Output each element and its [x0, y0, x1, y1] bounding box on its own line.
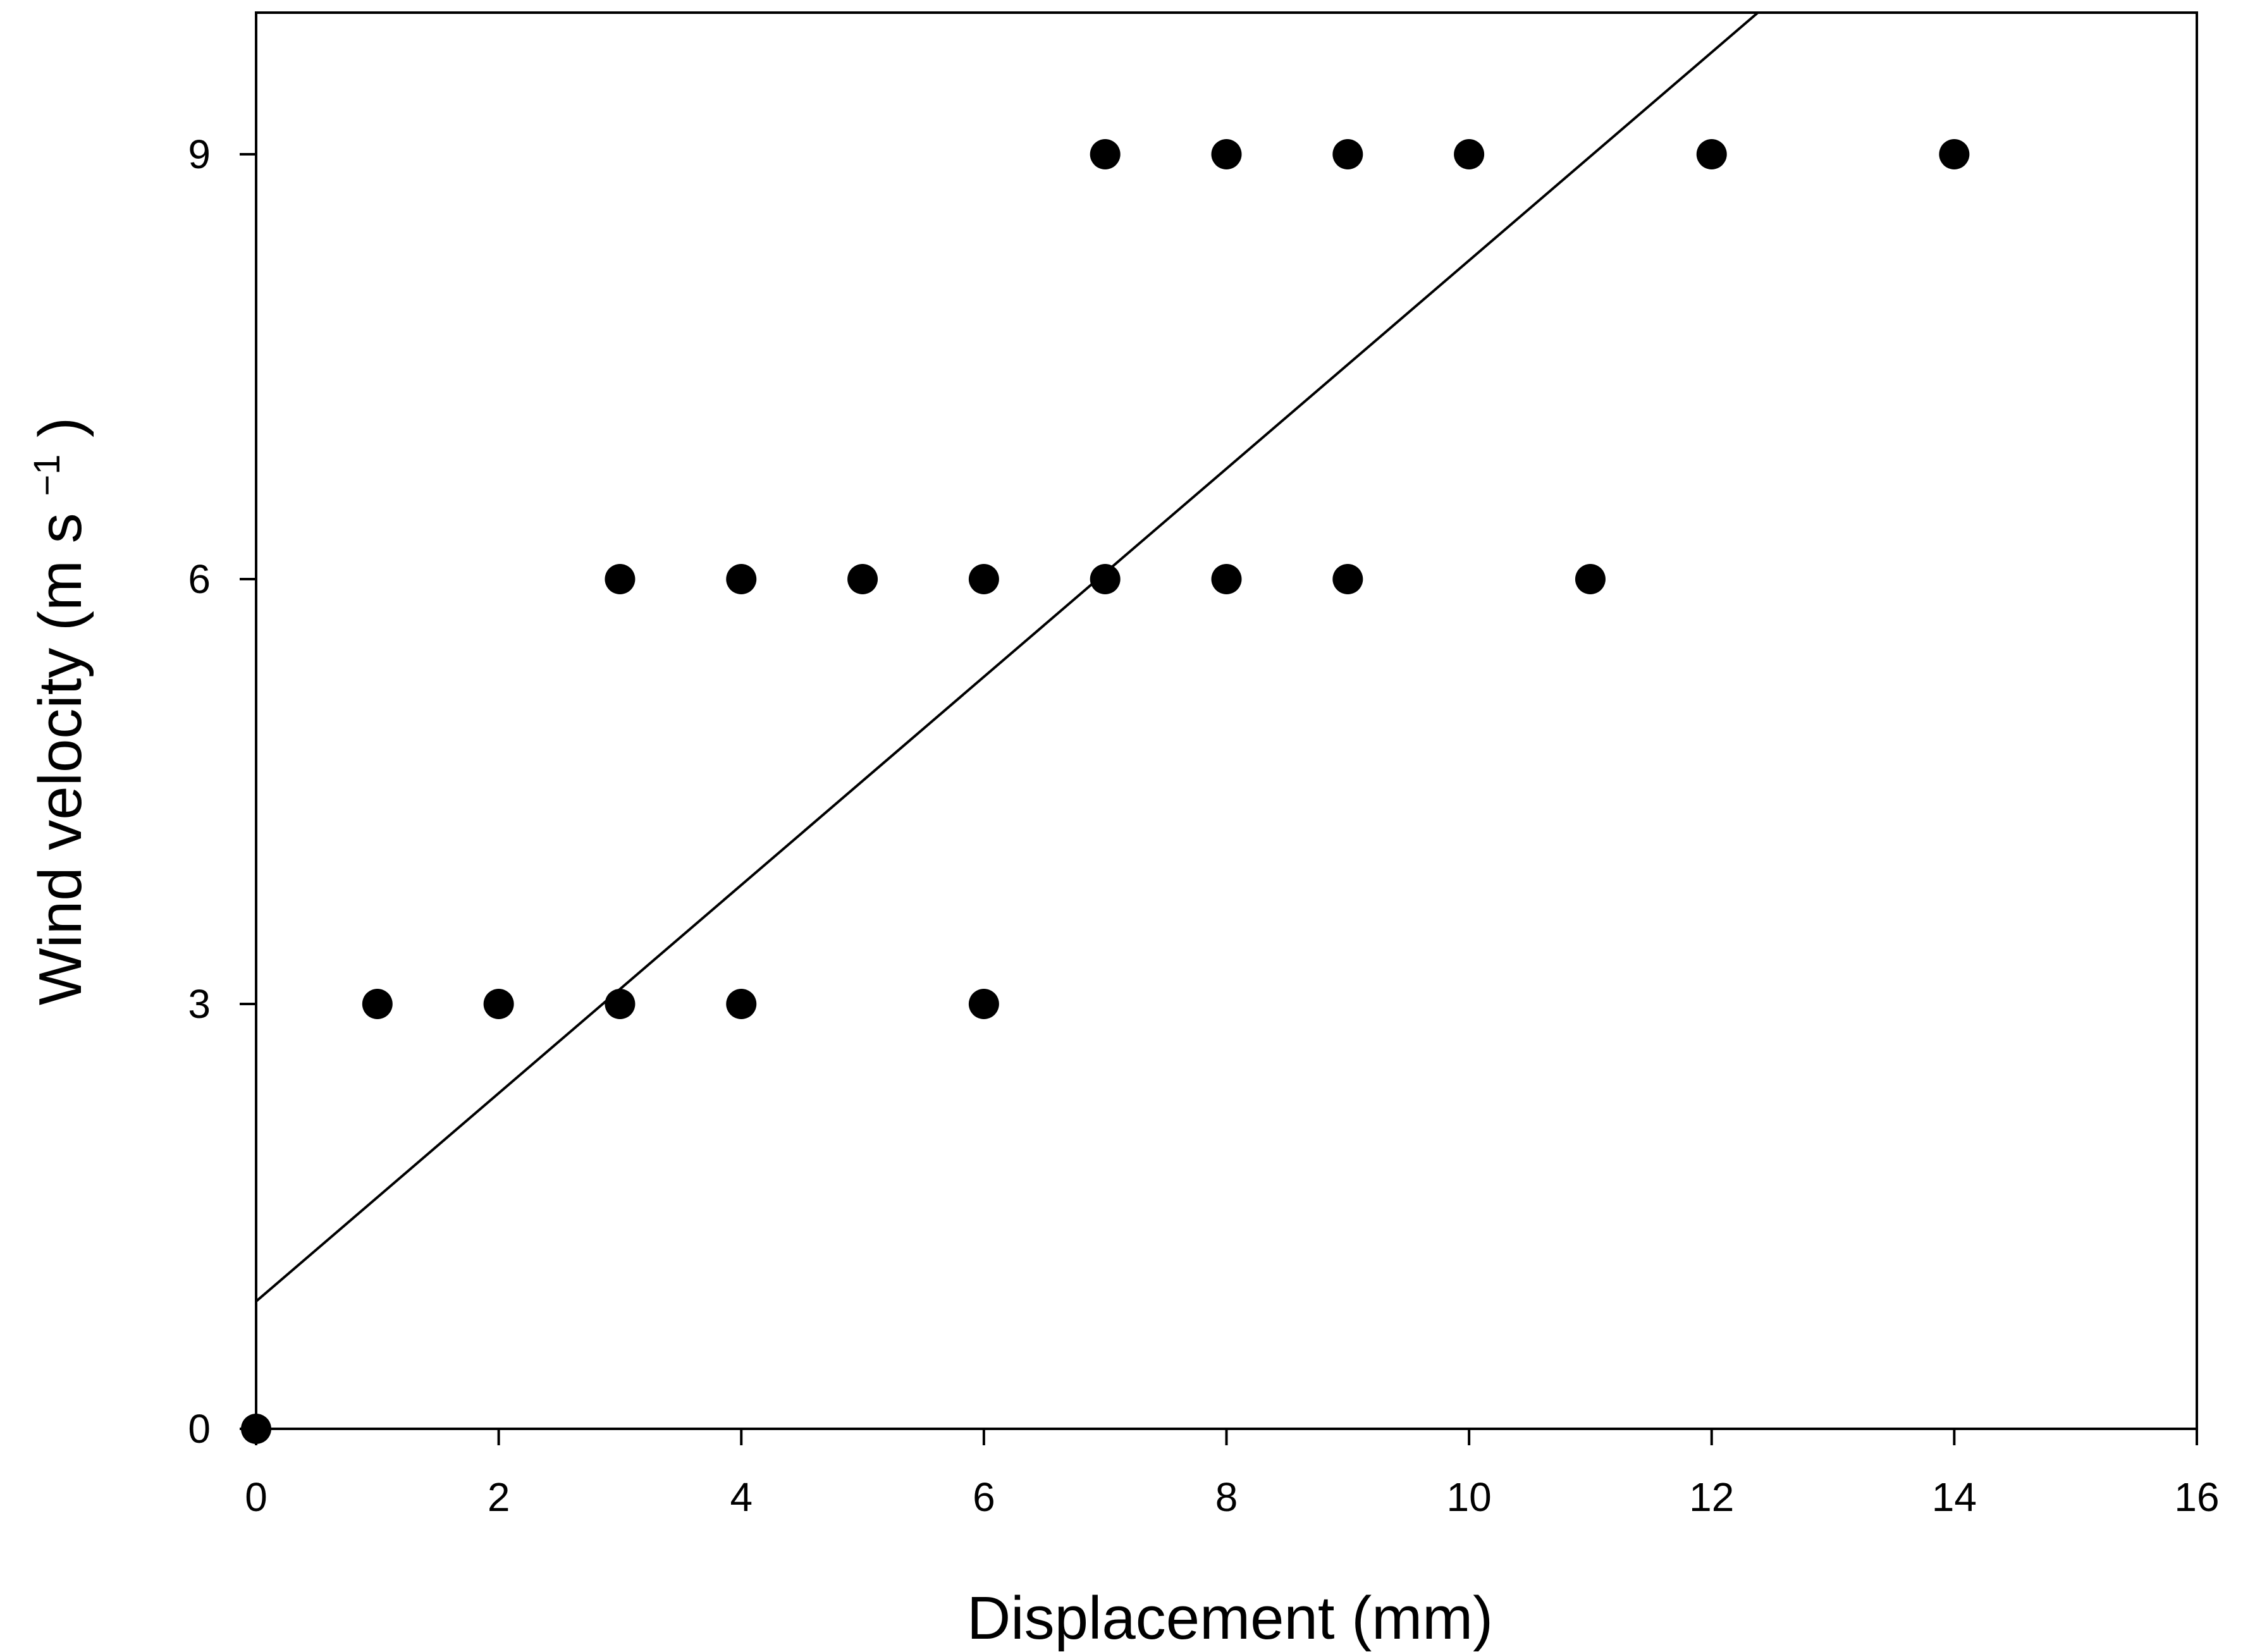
data-point [1090, 139, 1121, 169]
data-points-group [241, 139, 1970, 1444]
data-point [1211, 564, 1242, 594]
y-axis-title-main: Wind velocity (m s [27, 513, 94, 1005]
x-tick-label: 14 [1932, 1474, 1977, 1520]
data-point [483, 989, 514, 1019]
data-point [968, 989, 999, 1019]
y-tick-label: 0 [188, 1406, 211, 1452]
data-point [362, 989, 393, 1019]
y-axis-title-close: ) [27, 417, 94, 437]
data-point [1454, 139, 1485, 169]
y-axis-title-superscript: −1 [27, 455, 68, 496]
data-point [1696, 139, 1727, 169]
trendline [255, 11, 1759, 1302]
data-point [968, 564, 999, 594]
x-tick-label: 12 [1689, 1474, 1734, 1520]
data-point [1939, 139, 1970, 169]
y-tick-label: 9 [188, 132, 211, 177]
data-point [605, 989, 636, 1019]
x-axis-title: Displacement (mm) [967, 1584, 1493, 1652]
x-tick-label: 0 [245, 1474, 267, 1520]
x-tick-label: 4 [730, 1474, 753, 1520]
x-tick-label: 10 [1447, 1474, 1492, 1520]
x-tick-label: 2 [488, 1474, 510, 1520]
data-point [605, 564, 636, 594]
data-point [726, 989, 757, 1019]
data-point [1575, 564, 1606, 594]
x-tick-label: 8 [1215, 1474, 1238, 1520]
trendline-group [255, 11, 1759, 1302]
data-point [241, 1414, 271, 1444]
x-tick-label: 16 [2174, 1474, 2219, 1520]
x-axis-ticks: 0 2 4 6 8 10 12 14 16 [245, 1429, 2220, 1520]
y-tick-label: 6 [188, 556, 211, 602]
data-point [1090, 564, 1121, 594]
x-tick-label: 6 [973, 1474, 995, 1520]
data-point [847, 564, 878, 594]
y-axis-title: Wind velocity (m s −1 ) [5, 417, 94, 1005]
y-tick-label: 3 [188, 981, 211, 1027]
data-point [1332, 139, 1363, 169]
data-point [1211, 139, 1242, 169]
data-point [726, 564, 757, 594]
data-point [1332, 564, 1363, 594]
